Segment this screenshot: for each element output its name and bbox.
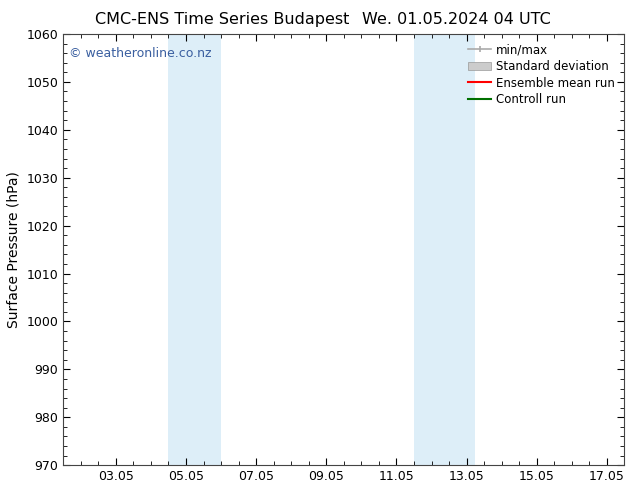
Bar [169,34,221,465]
Text: CMC-ENS Time Series Budapest: CMC-ENS Time Series Budapest [94,12,349,27]
Text: We. 01.05.2024 04 UTC: We. 01.05.2024 04 UTC [362,12,551,27]
Bar [414,34,476,465]
Y-axis label: Surface Pressure (hPa): Surface Pressure (hPa) [7,171,21,328]
Legend: min/max, Standard deviation, Ensemble mean run, Controll run: min/max, Standard deviation, Ensemble me… [464,40,619,110]
Text: © weatheronline.co.nz: © weatheronline.co.nz [69,47,211,60]
